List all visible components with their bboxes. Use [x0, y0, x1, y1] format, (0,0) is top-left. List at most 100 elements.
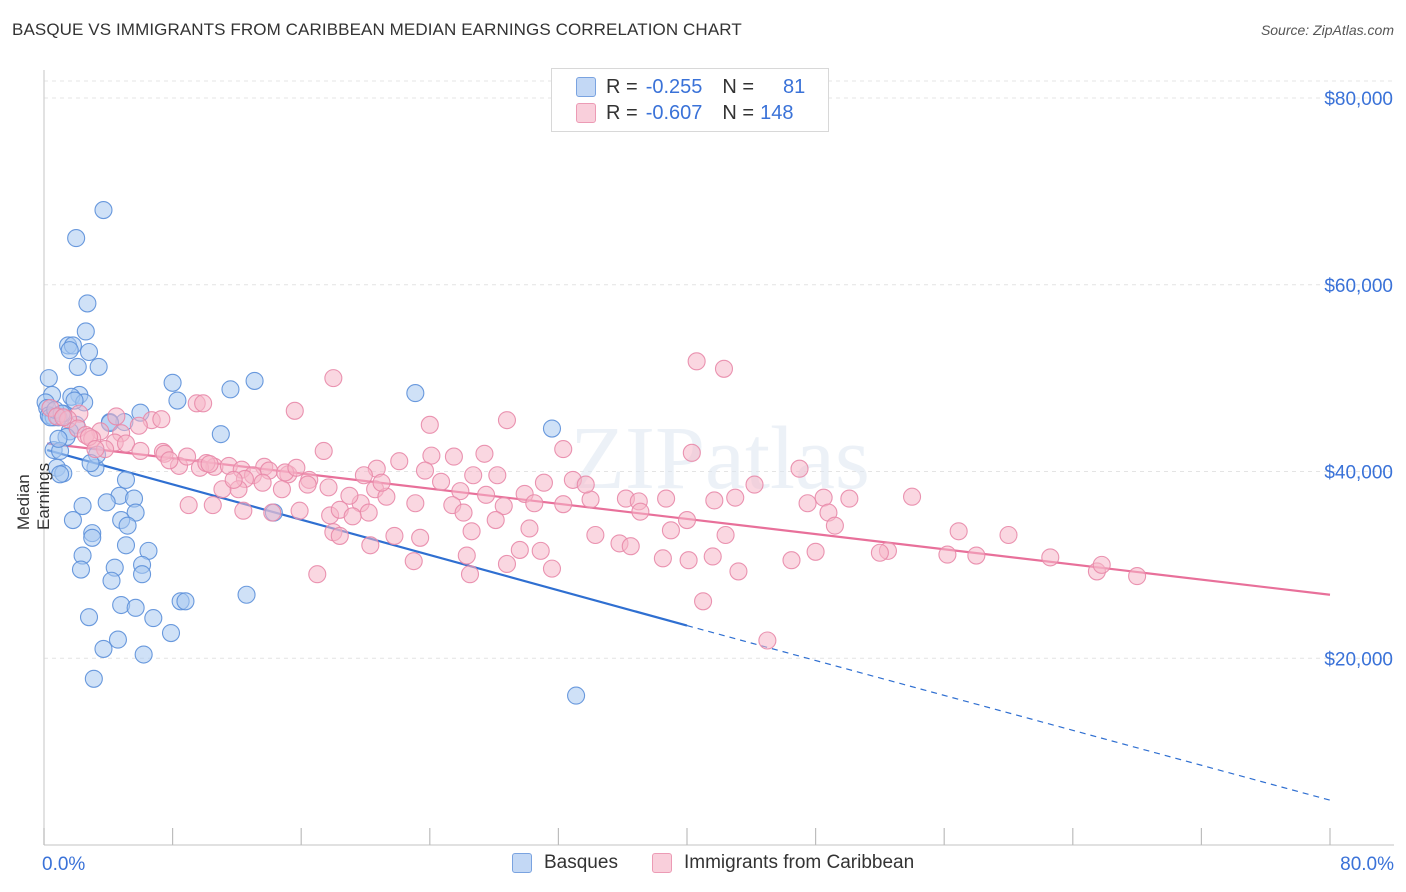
- data-point: [361, 536, 380, 555]
- data-point: [152, 410, 171, 429]
- data-point: [51, 465, 70, 484]
- legend-r-label: R =: [606, 101, 638, 124]
- legend-swatch-caribbean: [576, 103, 596, 123]
- data-point: [385, 526, 404, 545]
- data-point: [814, 488, 833, 507]
- data-point: [179, 496, 198, 515]
- data-point: [63, 511, 82, 530]
- y-axis-label: Median Earnings: [14, 462, 53, 530]
- data-point: [1092, 555, 1111, 574]
- data-point: [581, 490, 600, 509]
- data-point: [245, 371, 264, 390]
- data-point: [86, 440, 105, 459]
- data-point: [83, 528, 102, 547]
- data-point: [94, 639, 113, 658]
- data-point: [451, 482, 470, 501]
- data-point: [510, 540, 529, 559]
- data-point: [314, 441, 333, 461]
- data-point: [520, 519, 539, 538]
- legend-r-label: R =: [606, 75, 638, 98]
- data-point: [488, 466, 507, 485]
- data-point: [726, 488, 745, 507]
- data-point: [464, 466, 483, 485]
- legend-swatch-basques: [512, 853, 532, 873]
- data-point: [661, 521, 680, 540]
- legend-n-label: N =: [722, 101, 755, 124]
- data-point: [422, 446, 441, 465]
- y-tick-label: $40,000: [1324, 463, 1393, 484]
- series-caribbean: [41, 352, 1147, 650]
- source-label: Source: ZipAtlas.com: [1260, 22, 1394, 38]
- data-point: [71, 560, 91, 579]
- data-point: [107, 407, 126, 426]
- data-point: [102, 571, 121, 590]
- legend-label-basques: Basques: [544, 852, 618, 873]
- data-point: [94, 201, 113, 220]
- data-point: [870, 543, 889, 562]
- data-point: [298, 475, 317, 494]
- data-point: [444, 447, 463, 466]
- data-point: [494, 497, 513, 516]
- data-point: [285, 401, 304, 420]
- data-point: [324, 369, 343, 388]
- data-point: [694, 592, 713, 611]
- data-point: [432, 472, 451, 491]
- data-point: [73, 497, 92, 516]
- x-tick-label: 0.0%: [42, 854, 85, 875]
- data-point: [79, 608, 99, 627]
- data-point: [359, 503, 378, 522]
- y-tick-label: $80,000: [1324, 89, 1393, 110]
- data-point: [168, 391, 187, 410]
- data-point: [497, 411, 517, 430]
- data-point: [176, 592, 195, 611]
- legend-item-basques[interactable]: Basques: [512, 852, 618, 874]
- data-point: [462, 522, 481, 541]
- data-point: [97, 493, 116, 512]
- data-point: [178, 447, 197, 466]
- data-point: [116, 470, 136, 489]
- data-point: [1128, 567, 1147, 586]
- data-point: [390, 452, 409, 471]
- data-point: [340, 486, 359, 505]
- data-point: [211, 425, 230, 444]
- data-point: [653, 549, 672, 568]
- data-point: [330, 526, 349, 545]
- data-point: [999, 525, 1018, 545]
- data-point: [224, 470, 243, 489]
- data-point: [567, 686, 586, 705]
- data-point: [460, 565, 480, 584]
- data-point: [486, 511, 505, 530]
- data-point: [420, 415, 439, 434]
- x-tick-label: 80.0%: [1340, 854, 1394, 875]
- data-point: [253, 473, 272, 492]
- data-point: [454, 503, 473, 522]
- data-point: [411, 528, 430, 547]
- data-point: [790, 459, 809, 478]
- data-point: [200, 454, 219, 474]
- data-point: [687, 352, 706, 371]
- data-point: [126, 598, 145, 617]
- data-point: [798, 494, 817, 513]
- data-point: [554, 440, 573, 459]
- data-point: [714, 359, 734, 378]
- data-point: [729, 562, 748, 581]
- data-point: [133, 565, 152, 584]
- data-point: [287, 458, 306, 477]
- data-point: [902, 487, 922, 506]
- y-tick-label: $20,000: [1324, 649, 1393, 670]
- data-point: [782, 551, 801, 570]
- data-point: [554, 495, 573, 514]
- data-point: [949, 522, 968, 541]
- data-point: [144, 609, 163, 628]
- data-point: [406, 384, 425, 403]
- data-point: [825, 516, 844, 535]
- data-point: [657, 489, 676, 508]
- data-point: [406, 494, 425, 513]
- data-point: [308, 565, 327, 584]
- data-point: [116, 434, 136, 453]
- data-point: [806, 542, 825, 561]
- data-point: [116, 536, 136, 555]
- legend-item-caribbean[interactable]: Immigrants from Caribbean: [652, 852, 914, 874]
- data-point: [497, 554, 517, 573]
- legend-swatch-caribbean: [652, 853, 672, 873]
